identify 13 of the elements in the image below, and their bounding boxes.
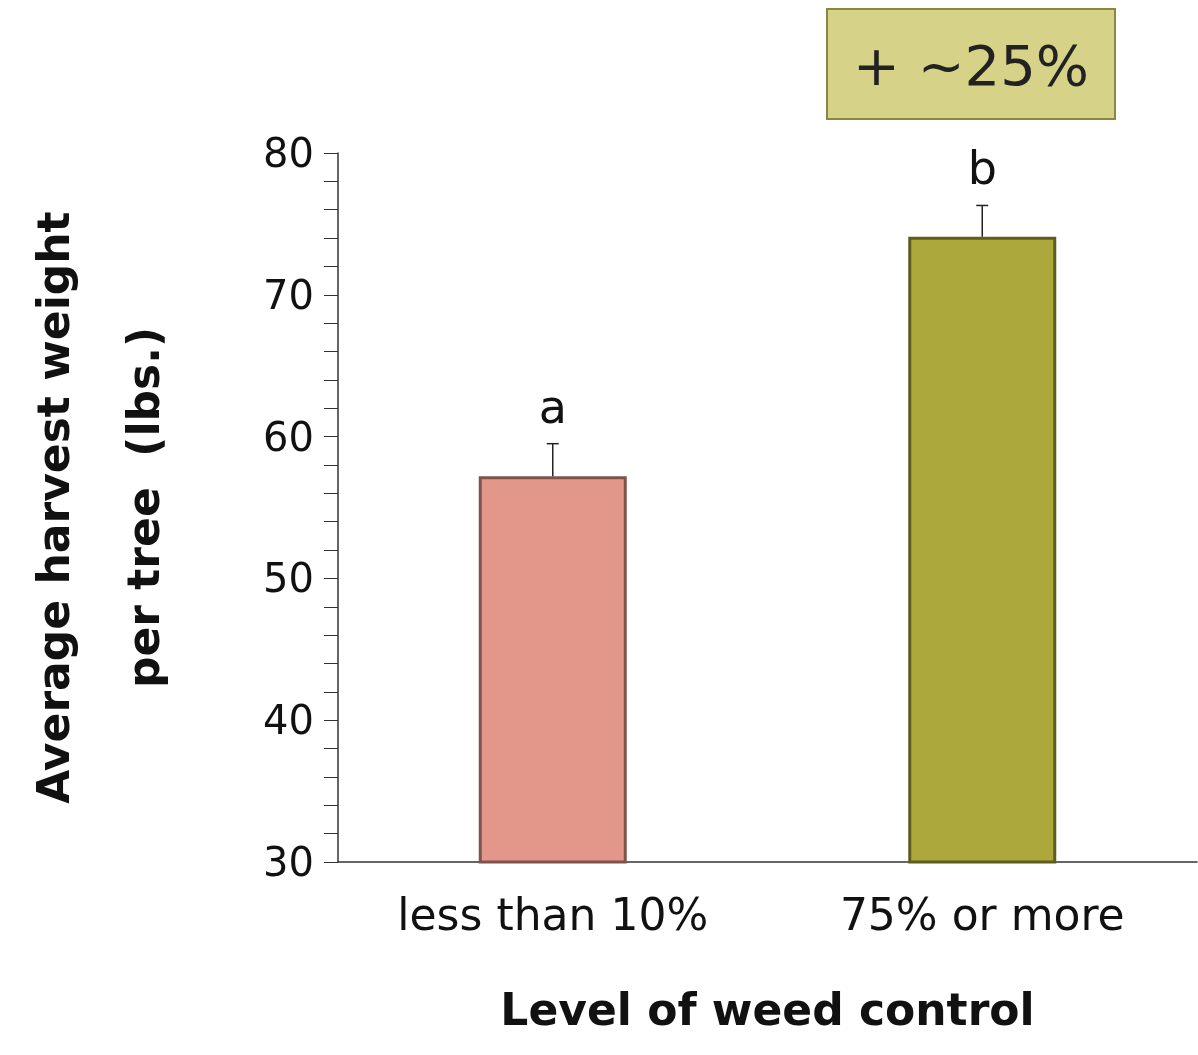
x-axis-title: Level of weed control xyxy=(500,983,1035,1035)
y-tick-label: 30 xyxy=(263,839,314,885)
y-tick-label: 40 xyxy=(263,697,314,744)
y-tick-label: 80 xyxy=(263,130,314,176)
y-tick-label: 60 xyxy=(263,413,314,460)
annotation: a xyxy=(538,379,567,434)
y-tick-label: 70 xyxy=(263,271,314,318)
y-axis-title: Average harvest weight per tree (lbs.) xyxy=(27,211,169,804)
x-tick-label: less than 10% xyxy=(397,888,709,940)
y-tick-label: 50 xyxy=(263,555,314,602)
text: + ~25% xyxy=(852,32,1090,98)
annotation: b xyxy=(967,141,997,196)
x-tick-label: 75% or more xyxy=(839,888,1125,940)
